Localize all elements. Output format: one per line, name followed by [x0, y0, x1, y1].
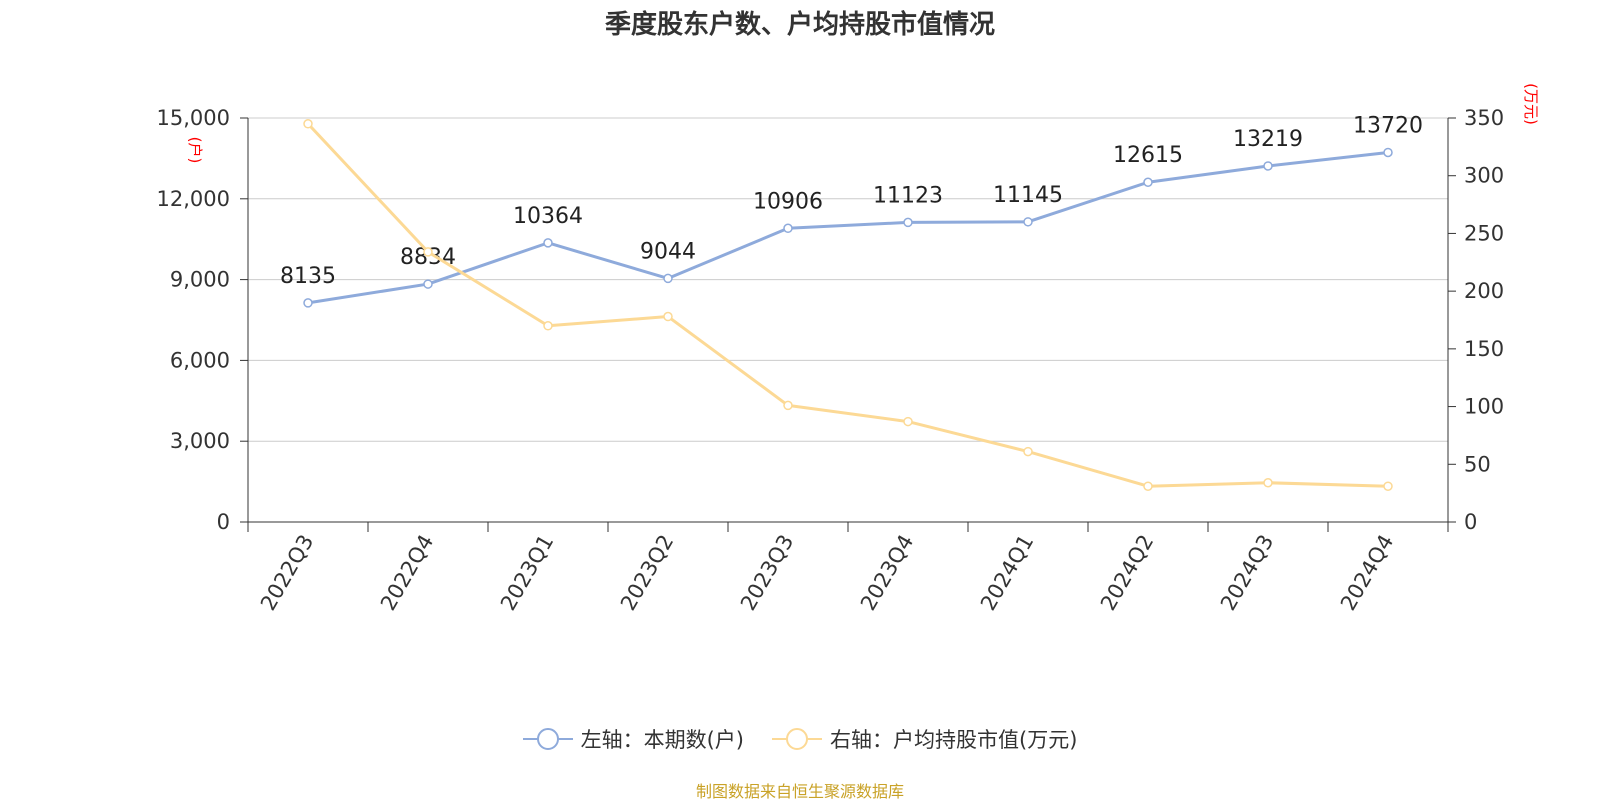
series-1-point	[1143, 481, 1153, 491]
x-tick-label: 2023Q3	[736, 531, 798, 615]
series-0-point	[903, 217, 913, 228]
y-left-tick-label: 3,000	[170, 429, 230, 453]
x-tick-label: 2023Q1	[496, 531, 558, 615]
series-0-point	[663, 273, 673, 284]
y-right-tick-label: 350	[1464, 106, 1504, 130]
y-left-tick-label: 6,000	[170, 348, 230, 372]
series-1-point	[783, 400, 793, 411]
series-1-point	[1023, 446, 1033, 457]
series-1-point	[903, 416, 913, 427]
y-left-tick-label: 12,000	[157, 187, 230, 211]
series-0-point	[1143, 177, 1153, 187]
y-right-tick-label: 150	[1464, 337, 1504, 361]
y-right-tick-label: 100	[1464, 395, 1504, 419]
legend-item-avg-value[interactable]: 右轴：户均持股市值(万元)	[772, 724, 1077, 754]
chart-legend: 左轴：本期数(户) 右轴：户均持股市值(万元)	[0, 724, 1600, 754]
x-tick-label: 2024Q2	[1096, 531, 1158, 615]
series-0-point	[423, 279, 433, 289]
y-right-tick-label: 200	[1464, 279, 1504, 303]
series-1-point	[543, 321, 553, 331]
series-0-data-label: 11145	[993, 183, 1063, 208]
series-0-data-label: 10364	[513, 204, 583, 229]
series-1-point	[303, 119, 313, 129]
series-line-0	[307, 150, 1389, 305]
series-0-data-label: 11123	[873, 183, 943, 208]
y-left-tick-label: 15,000	[157, 106, 230, 130]
series-1-point	[1383, 481, 1393, 491]
series-0-point	[1263, 161, 1273, 171]
source-note: 制图数据来自恒生聚源数据库	[695, 782, 904, 801]
series-0-point	[303, 298, 313, 308]
y-right-tick-label: 300	[1464, 164, 1504, 188]
x-tick-label: 2022Q3	[256, 531, 318, 615]
y-right-tick-label: 50	[1464, 452, 1491, 476]
legend-item-holders[interactable]: 左轴：本期数(户)	[522, 724, 744, 754]
x-tick-label: 2024Q3	[1216, 531, 1278, 615]
series-0-point	[1023, 217, 1033, 227]
y-right-unit-label: (万元)	[1522, 83, 1540, 125]
y-right-tick-label: 0	[1464, 510, 1477, 534]
y-left-tick-label: 0	[217, 510, 230, 534]
series-0-data-label: 10906	[753, 189, 823, 214]
legend-label-avg-value: 右轴：户均持股市值(万元)	[830, 728, 1078, 752]
series-0-data-label: 9044	[640, 239, 696, 264]
series-1-point	[663, 311, 673, 322]
legend-swatch-avg-value-icon	[772, 728, 822, 750]
x-tick-label: 2023Q2	[616, 531, 678, 615]
y-left-tick-label: 9,000	[170, 268, 230, 292]
series-0-data-label: 13720	[1353, 113, 1423, 138]
x-tick-label: 2023Q4	[856, 531, 918, 615]
series-0-data-label: 8135	[280, 264, 336, 289]
y-left-unit-label: (户)	[186, 137, 204, 164]
chart-title: 季度股东户数、户均持股市值情况	[604, 10, 995, 40]
series-0-point	[783, 223, 793, 234]
x-tick-label: 2022Q4	[376, 531, 438, 615]
series-line-1	[306, 122, 1389, 488]
series-0-data-label: 13219	[1233, 127, 1303, 152]
series-1-point	[423, 247, 433, 257]
x-tick-label: 2024Q1	[976, 531, 1038, 615]
x-tick-label: 2024Q4	[1336, 531, 1398, 615]
series-0-point	[1383, 147, 1393, 158]
legend-swatch-holders-icon	[522, 728, 573, 750]
y-right-tick-label: 250	[1464, 221, 1504, 245]
series-1-point	[1263, 478, 1273, 488]
legend-label-holders: 左轴：本期数(户)	[580, 728, 744, 752]
series-0-data-label: 12615	[1113, 143, 1183, 168]
series-0-point	[543, 238, 553, 248]
